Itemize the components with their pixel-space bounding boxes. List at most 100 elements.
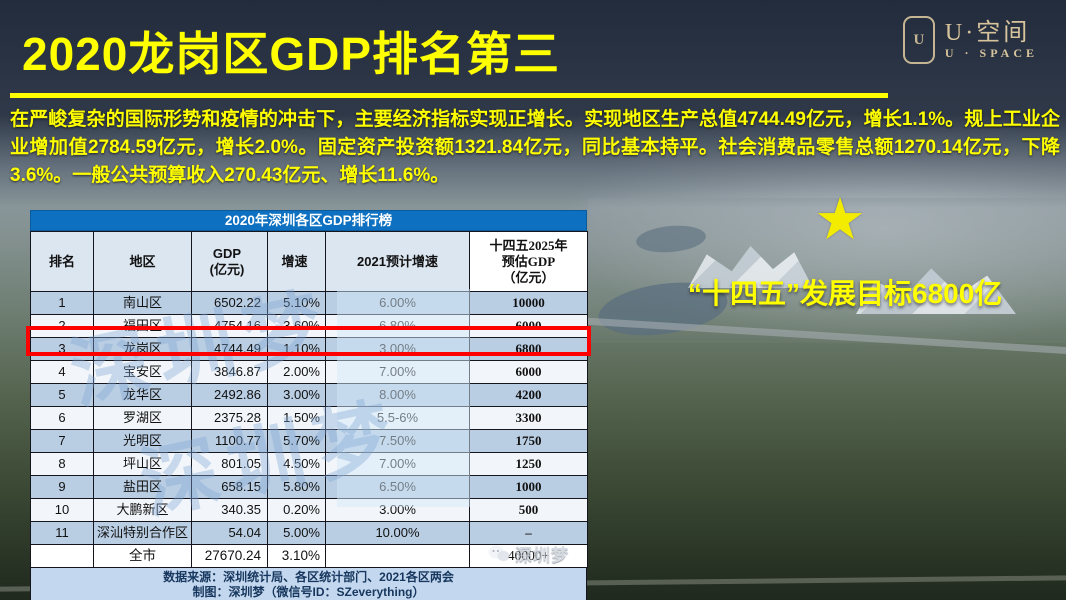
- cell: 5.70%: [267, 429, 326, 453]
- table-row: 11 深汕特别合作区 54.04 5.00% 10.00% –: [30, 521, 588, 545]
- column-header: 十四五2025年 预估GDP （亿元）: [469, 231, 588, 292]
- cell: 6000: [469, 360, 588, 384]
- cell: 3300: [469, 406, 588, 430]
- cell: 1.10%: [267, 337, 326, 361]
- cell: 4754.16: [191, 314, 268, 338]
- cell: 3.00%: [267, 383, 326, 407]
- cell: 1750: [469, 429, 588, 453]
- cell: 8: [30, 452, 94, 476]
- cell: 8.00%: [325, 383, 470, 407]
- cell: 南山区: [93, 291, 192, 315]
- table-row: 7 光明区 1100.77 5.70% 7.50% 1750: [30, 429, 588, 453]
- cell: 3846.87: [191, 360, 268, 384]
- credit-line: 制图：深圳梦（微信号ID：SZeverything）: [192, 585, 425, 599]
- cell: 7.00%: [325, 452, 470, 476]
- cell: 9: [30, 475, 94, 499]
- cell: 罗湖区: [93, 406, 192, 430]
- gdp-table: 排名 地区 GDP (亿元) 增速 2021预计增速 十四五2025年 预估GDP （亿元…: [30, 231, 588, 568]
- cell: 光明区: [93, 429, 192, 453]
- cell: 1: [30, 291, 94, 315]
- cell: 3.60%: [267, 314, 326, 338]
- cell: 5.10%: [267, 291, 326, 315]
- cell: 宝安区: [93, 360, 192, 384]
- column-header: 增速: [267, 231, 326, 292]
- cell: 6502.22: [191, 291, 268, 315]
- table-row: 5 龙华区 2492.86 3.00% 8.00% 4200: [30, 383, 588, 407]
- table-row: 6 罗湖区 2375.28 1.50% 5.5-6% 3300: [30, 406, 588, 430]
- cell: 1.50%: [267, 406, 326, 430]
- cell: 2492.86: [191, 383, 268, 407]
- cell: 0.20%: [267, 498, 326, 522]
- cell: 5.00%: [267, 521, 326, 545]
- cell: 2: [30, 314, 94, 338]
- cell: 5: [30, 383, 94, 407]
- table-row: 2 福田区 4754.16 3.60% 6.80% 6000: [30, 314, 588, 338]
- star-icon: ★: [814, 187, 866, 252]
- cell: 10.00%: [325, 521, 470, 545]
- cell: 4: [30, 360, 94, 384]
- table-row: 8 坪山区 801.05 4.50% 7.00% 1250: [30, 452, 588, 476]
- table-row: 1 南山区 6502.22 5.10% 6.00% 10000: [30, 291, 588, 315]
- cell: 3.10%: [267, 544, 326, 568]
- cell: 4200: [469, 383, 588, 407]
- cell: 10000: [469, 291, 588, 315]
- cell: 10: [30, 498, 94, 522]
- table-row: 4 宝安区 3846.87 2.00% 7.00% 6000: [30, 360, 588, 384]
- cell: 1100.77: [191, 429, 268, 453]
- cell: 坪山区: [93, 452, 192, 476]
- logo-name-cn: U·空间: [944, 19, 1031, 46]
- cell: 6: [30, 406, 94, 430]
- cell: 福田区: [93, 314, 192, 338]
- cell: 1250: [469, 452, 588, 476]
- cell: 3.00%: [325, 498, 470, 522]
- table-source-note: 数据来源：深圳统计局、各区统计部门、2021各区两会 制图：深圳梦（微信号ID：…: [30, 568, 587, 600]
- uspace-logo: U U·空间 U · SPACE: [902, 16, 1038, 64]
- cell: 54.04: [191, 521, 268, 545]
- column-header: 地区: [93, 231, 192, 292]
- cell: 6800: [469, 337, 588, 361]
- cell: 深汕特别合作区: [93, 521, 192, 545]
- cell: 11: [30, 521, 94, 545]
- cell: 6.50%: [325, 475, 470, 499]
- cell: 2375.28: [191, 406, 268, 430]
- intro-paragraph: 在严峻复杂的国际形势和疫情的冲击下，主要经济指标实现正增长。实现地区生产总值47…: [10, 109, 1060, 186]
- cell: 6.80%: [325, 314, 470, 338]
- table-title: 2020年深圳各区GDP排行榜: [30, 210, 587, 231]
- gdp-ranking-table: 2020年深圳各区GDP排行榜 排名 地区 GDP (亿元) 增速 2021预计增速 十四…: [26, 210, 591, 600]
- cell: 7.50%: [325, 429, 470, 453]
- cell: 大鹏新区: [93, 498, 192, 522]
- table-row: 9 盐田区 658.15 5.80% 6.50% 1000: [30, 475, 588, 499]
- table-row: 3 龙岗区 4744.49 1.10% 3.00% 6800: [30, 337, 588, 361]
- cell: 龙华区: [93, 383, 192, 407]
- cell: 3.00%: [325, 337, 470, 361]
- cell: 全市: [93, 544, 192, 568]
- cell: 4.50%: [267, 452, 326, 476]
- cell: 龙岗区: [93, 337, 192, 361]
- logo-name-en: U · SPACE: [944, 45, 1038, 60]
- cell: 801.05: [191, 452, 268, 476]
- szmeng-watermark: 深圳梦: [488, 541, 569, 566]
- cell: 1000: [469, 475, 588, 499]
- cell: 7: [30, 429, 94, 453]
- cell: 500: [469, 498, 588, 522]
- cell: 5.80%: [267, 475, 326, 499]
- cell: 27670.24: [191, 544, 268, 568]
- cell: 7.00%: [325, 360, 470, 384]
- cell: [30, 544, 94, 568]
- dark-overlay: [0, 0, 1066, 208]
- column-header: 2021预计增速: [325, 231, 470, 292]
- wechat-icon: [488, 545, 510, 563]
- column-header: GDP (亿元): [191, 231, 268, 292]
- watermark-label: 深圳梦: [515, 546, 569, 565]
- table-row: 10 大鹏新区 340.35 0.20% 3.00% 500: [30, 498, 588, 522]
- cell: 4744.49: [191, 337, 268, 361]
- page-title: 2020龙岗区GDP排名第三: [22, 28, 561, 80]
- cell: 2.00%: [267, 360, 326, 384]
- cell: –: [469, 521, 588, 545]
- uspace-logo-icon: U: [902, 16, 935, 64]
- cell: 6.00%: [325, 291, 470, 315]
- source-line: 数据来源：深圳统计局、各区统计部门、2021各区两会: [163, 570, 454, 584]
- table-header-row: 排名 地区 GDP (亿元) 增速 2021预计增速 十四五2025年 预估GDP （亿元…: [30, 231, 588, 292]
- cell: [325, 544, 470, 568]
